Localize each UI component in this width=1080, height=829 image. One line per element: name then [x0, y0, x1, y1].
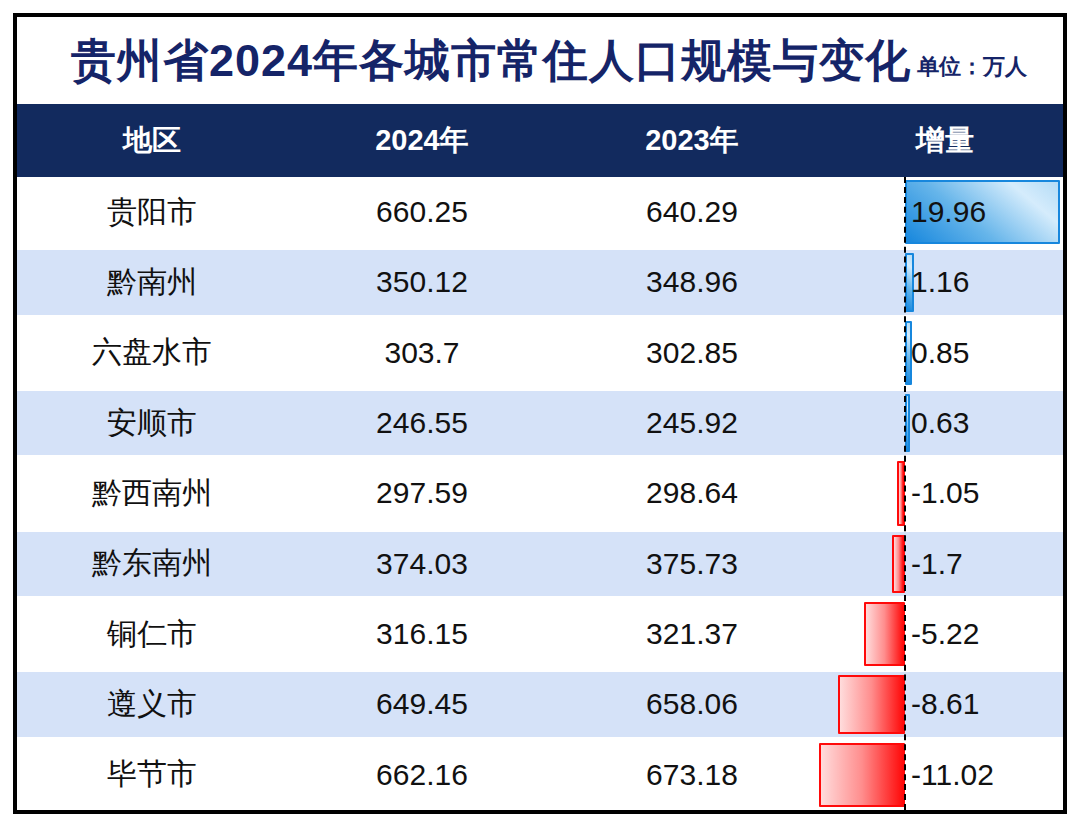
table-row: 安顺市 246.55 245.92 0.63 [17, 388, 1063, 458]
table-body: 贵阳市 660.25 640.29 19.96 黔南州 350.12 348.9… [17, 177, 1063, 810]
delta-cell: -1.05 [827, 458, 1063, 528]
region-cell: 贵阳市 [17, 177, 287, 247]
value-2024-cell: 660.25 [287, 177, 557, 247]
infographic-canvas: 贵州省2024年各城市常住人口规模与变化 单位：万人 地区 2024年 2023… [0, 0, 1080, 829]
title-bar: 贵州省2024年各城市常住人口规模与变化 单位：万人 [17, 17, 1063, 104]
delta-cell: 0.85 [827, 318, 1063, 388]
value-2023-cell: 673.18 [557, 740, 827, 810]
region-cell: 安顺市 [17, 391, 287, 455]
region-cell: 黔东南州 [17, 532, 287, 596]
value-2024-cell: 374.03 [287, 532, 557, 596]
table-row: 黔西南州 297.59 298.64 -1.05 [17, 458, 1063, 528]
table-row: 六盘水市 303.7 302.85 0.85 [17, 318, 1063, 388]
table-row: 铜仁市 316.15 321.37 -5.22 [17, 599, 1063, 669]
delta-value-label: 1.16 [911, 265, 969, 299]
table-row: 贵阳市 660.25 640.29 19.96 [17, 177, 1063, 247]
value-2023-cell: 321.37 [557, 599, 827, 669]
region-cell: 遵义市 [17, 672, 287, 736]
delta-cell: -8.61 [827, 672, 1063, 736]
delta-value-label: 0.63 [911, 406, 969, 440]
table-frame: 贵州省2024年各城市常住人口规模与变化 单位：万人 地区 2024年 2023… [13, 13, 1067, 814]
delta-value-label: 19.96 [911, 195, 986, 229]
value-2024-cell: 350.12 [287, 250, 557, 314]
value-2023-cell: 245.92 [557, 391, 827, 455]
region-cell: 六盘水市 [17, 318, 287, 388]
unit-label: 单位：万人 [917, 52, 1027, 82]
delta-value-label: 0.85 [911, 336, 969, 370]
value-2024-cell: 246.55 [287, 391, 557, 455]
page-title: 贵州省2024年各城市常住人口规模与变化 [71, 31, 911, 91]
value-2023-cell: 640.29 [557, 177, 827, 247]
header-delta: 增量 [827, 121, 1063, 161]
value-2024-cell: 649.45 [287, 672, 557, 736]
delta-cell: -5.22 [827, 599, 1063, 669]
table-row: 黔东南州 374.03 375.73 -1.7 [17, 529, 1063, 599]
value-2023-cell: 298.64 [557, 458, 827, 528]
value-2023-cell: 375.73 [557, 532, 827, 596]
delta-cell: 19.96 [827, 177, 1063, 247]
delta-value-label: -1.05 [911, 476, 979, 510]
value-2024-cell: 303.7 [287, 318, 557, 388]
region-cell: 黔南州 [17, 250, 287, 314]
delta-value-label: -11.02 [911, 758, 994, 792]
header-2023: 2023年 [557, 121, 827, 161]
value-2023-cell: 658.06 [557, 672, 827, 736]
delta-cell: -1.7 [827, 532, 1063, 596]
value-2024-cell: 662.16 [287, 740, 557, 810]
header-region: 地区 [17, 121, 287, 161]
region-cell: 铜仁市 [17, 599, 287, 669]
table-header-row: 地区 2024年 2023年 增量 [17, 104, 1063, 177]
delta-bar [819, 743, 905, 807]
value-2023-cell: 302.85 [557, 318, 827, 388]
table-row: 毕节市 662.16 673.18 -11.02 [17, 740, 1063, 810]
value-2024-cell: 297.59 [287, 458, 557, 528]
delta-bar [864, 602, 905, 666]
zero-axis-dashed-line [904, 177, 906, 810]
value-2024-cell: 316.15 [287, 599, 557, 669]
delta-bar [838, 675, 905, 733]
delta-value-label: -1.7 [911, 547, 963, 581]
delta-cell: -11.02 [827, 740, 1063, 810]
value-2023-cell: 348.96 [557, 250, 827, 314]
table-row: 黔南州 350.12 348.96 1.16 [17, 247, 1063, 317]
header-2024: 2024年 [287, 121, 557, 161]
delta-cell: 0.63 [827, 391, 1063, 455]
region-cell: 毕节市 [17, 740, 287, 810]
delta-value-label: -5.22 [911, 617, 979, 651]
delta-value-label: -8.61 [911, 687, 979, 721]
region-cell: 黔西南州 [17, 458, 287, 528]
table-row: 遵义市 649.45 658.06 -8.61 [17, 669, 1063, 739]
delta-cell: 1.16 [827, 250, 1063, 314]
